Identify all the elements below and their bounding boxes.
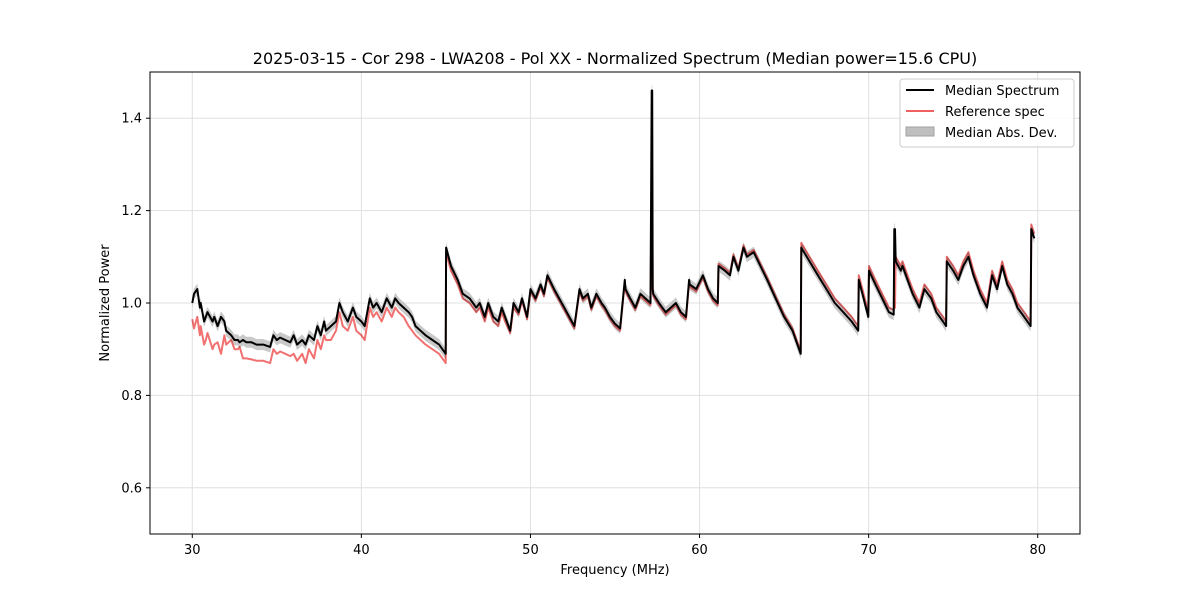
legend-label-median: Median Spectrum bbox=[945, 84, 1059, 99]
x-tick-label: 40 bbox=[353, 543, 370, 558]
legend-label-mad: Median Abs. Dev. bbox=[945, 126, 1057, 141]
series-lines bbox=[191, 89, 1036, 365]
chart-title: 2025-03-15 - Cor 298 - LWA208 - Pol XX -… bbox=[253, 49, 977, 68]
y-tick-label: 1.2 bbox=[121, 204, 142, 219]
x-tick-label: 30 bbox=[184, 543, 201, 558]
y-tick-label: 1.0 bbox=[121, 297, 142, 312]
axis-ticks: 30 40 50 60 70 80 0.6 0.8 1.0 1.2 1.4 bbox=[121, 112, 1046, 558]
y-tick-label: 0.6 bbox=[121, 481, 142, 496]
y-axis-label: Normalized Power bbox=[98, 244, 113, 362]
legend: Median Spectrum Reference spec Median Ab… bbox=[899, 78, 1075, 148]
x-tick-label: 60 bbox=[691, 543, 708, 558]
x-tick-label: 50 bbox=[522, 543, 539, 558]
x-tick-label: 80 bbox=[1029, 543, 1046, 558]
legend-box bbox=[899, 78, 1075, 148]
x-tick-label: 70 bbox=[860, 543, 877, 558]
y-tick-label: 0.8 bbox=[121, 389, 142, 404]
y-tick-label: 1.4 bbox=[121, 112, 142, 127]
reference-spec-line bbox=[191, 177, 1036, 365]
legend-swatch-mad bbox=[905, 126, 935, 137]
legend-label-reference: Reference spec bbox=[945, 105, 1045, 120]
x-axis-label: Frequency (MHz) bbox=[560, 563, 669, 578]
